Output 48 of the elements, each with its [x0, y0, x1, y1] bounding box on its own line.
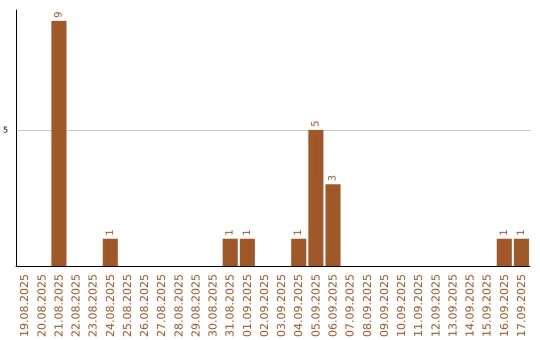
data-label: 1	[293, 229, 304, 236]
x-tick-label: 29.08.2025	[189, 274, 202, 338]
x-tick-label: 17.09.2025	[514, 274, 528, 338]
data-label: 1	[516, 229, 527, 236]
data-label: 1	[104, 229, 116, 236]
bar	[102, 238, 118, 266]
x-tick-label: 10.09.2025	[395, 274, 408, 338]
bar	[240, 238, 255, 266]
bar	[308, 130, 324, 266]
x-tick-label: 06.09.2025	[326, 274, 340, 338]
x-tick-label: 20.08.2025	[35, 274, 48, 338]
x-tick-label: 12.09.2025	[429, 274, 442, 338]
x-tick-label: 02.09.2025	[258, 274, 271, 338]
x-tick-label: 23.08.2025	[86, 274, 100, 338]
x-tick-label: 16.09.2025	[498, 274, 511, 338]
data-label: 3	[328, 174, 338, 182]
bar	[325, 184, 341, 266]
x-tick-label: 07.09.2025	[344, 274, 357, 338]
x-tick-label: 28.08.2025	[172, 274, 186, 338]
bar	[514, 238, 529, 266]
x-tick-label: 13.09.2025	[446, 274, 460, 338]
x-tick-label: 22.08.2025	[70, 274, 83, 338]
x-tick-label: 11.09.2025	[412, 274, 426, 338]
x-tick-label: 15.09.2025	[480, 274, 494, 338]
x-tick-label: 26.08.2025	[138, 274, 152, 338]
x-tick-label: 04.09.2025	[292, 274, 306, 338]
x-tick-label: 14.09.2025	[464, 274, 477, 338]
data-label: 1	[242, 229, 253, 236]
data-label: 1	[498, 229, 510, 236]
x-tick-label: 27.08.2025	[155, 274, 168, 338]
x-tick-label: 09.09.2025	[378, 274, 391, 338]
x-tick-label: 03.09.2025	[275, 274, 288, 338]
x-tick-label: 05.09.2025	[309, 274, 322, 338]
x-tick-label: 21.08.2025	[52, 274, 66, 338]
bar	[222, 238, 238, 266]
x-tick-label: 24.08.2025	[104, 274, 117, 338]
data-label: 1	[224, 229, 236, 236]
x-tick-label: 19.08.2025	[18, 274, 32, 338]
x-tick-label: 08.09.2025	[360, 274, 374, 338]
x-tick-label: 31.08.2025	[224, 274, 237, 338]
x-tick-label: 01.09.2025	[240, 274, 254, 338]
bar	[51, 20, 66, 266]
bar	[496, 238, 512, 266]
x-tick-label: 30.08.2025	[206, 274, 220, 338]
data-label: 5	[310, 120, 322, 127]
x-tick-label: 25.08.2025	[120, 274, 134, 338]
bar	[291, 238, 306, 266]
data-label: 9	[53, 12, 64, 18]
